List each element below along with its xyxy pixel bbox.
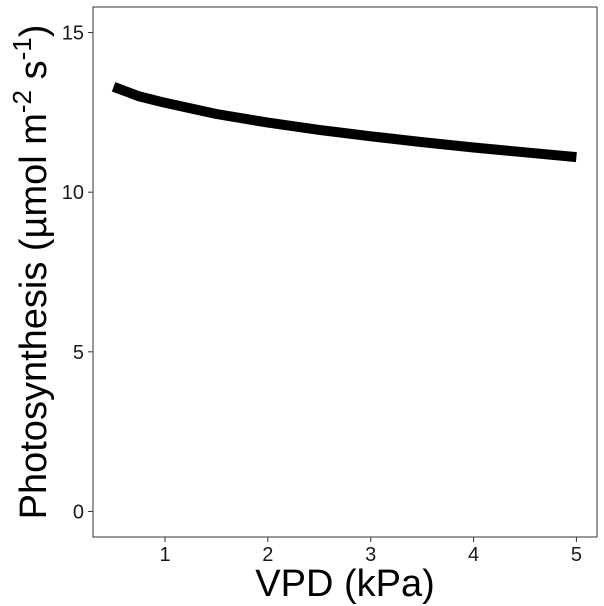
y-title-superscript: -2 (7, 90, 37, 113)
y-title-text: Photosynthesis (µmol m (13, 113, 55, 519)
y-tick-label: 10 (62, 182, 84, 204)
y-axis-title: Photosynthesis (µmol m-2 s-1) (7, 25, 55, 520)
x-tick-label: 5 (571, 544, 582, 566)
x-tick-label: 4 (468, 544, 479, 566)
series-layer (111, 82, 577, 163)
y-title-text: s (13, 60, 55, 90)
x-tick-label: 2 (262, 544, 273, 566)
photosynthesis-line (111, 82, 577, 163)
x-axis-ticks: 1 2 3 4 5 (159, 537, 582, 566)
y-axis-ticks: 0 5 10 15 (62, 23, 93, 523)
y-title-superscript: -1 (7, 37, 37, 60)
y-tick-label: 5 (73, 342, 84, 364)
x-axis-title: VPD (kPa) (255, 563, 434, 605)
plot-panel (92, 6, 598, 538)
y-tick-label: 15 (62, 23, 84, 45)
y-title-text: ) (13, 25, 55, 38)
x-tick-label: 1 (159, 544, 170, 566)
y-tick-label: 0 (73, 501, 84, 523)
x-tick-label: 3 (365, 544, 376, 566)
